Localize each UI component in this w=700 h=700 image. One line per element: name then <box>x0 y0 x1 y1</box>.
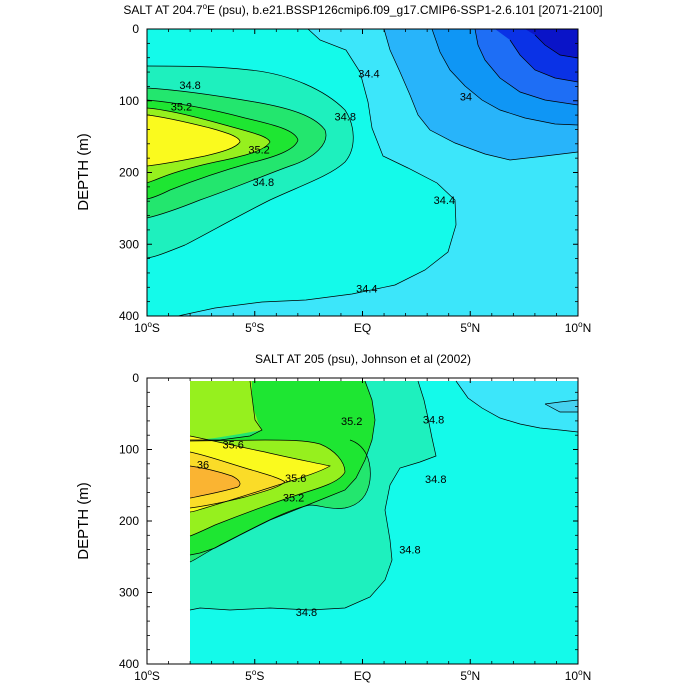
contour-label: 35.2 <box>248 145 269 157</box>
fill-33.4 <box>525 29 578 58</box>
panel-obs-contour-lines <box>189 380 578 611</box>
contour-label: 34.4 <box>356 284 377 296</box>
contour-line <box>189 435 331 513</box>
panel-obs-plot-area: 35.6 36 35.2 34.8 35.6 35.2 34.8 34.8 34.8 <box>147 378 578 664</box>
contour-label: 35.2 <box>341 416 362 428</box>
x-tick-label: 10oS <box>134 320 160 335</box>
contour-line <box>190 380 263 441</box>
y-tick-label: 200 <box>119 514 139 528</box>
contour-line <box>147 114 241 167</box>
y-tick-label: 400 <box>119 657 139 671</box>
panel-obs-ylabel: DEPTH (m) <box>75 482 92 560</box>
contour-label: 34.8 <box>335 112 356 124</box>
x-tick-label: 10oS <box>134 668 160 683</box>
fill-35.6 <box>147 115 240 166</box>
contour-line <box>509 39 578 83</box>
contour-line <box>534 34 578 59</box>
x-tick-label: EQ <box>354 669 371 683</box>
panel-model-ylabel: DEPTH (m) <box>75 133 92 211</box>
contour-label: 34.8 <box>253 177 274 189</box>
contour-label: 34 <box>460 91 472 103</box>
contour-label: 35.2 <box>171 101 192 113</box>
y-tick-label: 200 <box>119 166 139 180</box>
contour-label: 35.2 <box>283 492 304 504</box>
panel-model-title: SALT AT 204.7oE (psu), b.e21.BSSP126cmip… <box>123 2 602 17</box>
y-tick-label: 100 <box>119 94 139 108</box>
contour-line <box>544 403 578 413</box>
contour-label: 35.6 <box>222 439 243 451</box>
contour-line <box>177 29 457 316</box>
y-tick-label: 0 <box>132 22 139 36</box>
contour-line <box>189 380 437 611</box>
x-tick-label: EQ <box>354 321 371 335</box>
fill-36.2 <box>190 466 240 498</box>
contour-line <box>474 29 578 106</box>
x-tick-label: 5oS <box>245 668 264 683</box>
contour-label: 34.8 <box>425 474 446 486</box>
contour-line <box>431 29 578 126</box>
panel-obs-contour-fills <box>190 381 578 610</box>
contour-line <box>189 451 286 509</box>
panel-obs-axes: 10oS 5oS EQ 5oN 10oN 0 100 200 300 400 <box>119 371 591 683</box>
panel-obs: SALT AT 205 (psu), Johnson et al (2002) <box>75 352 591 683</box>
panel-obs-title: SALT AT 205 (psu), Johnson et al (2002) <box>255 352 471 366</box>
contour-line <box>147 99 299 200</box>
panel-model-contour-labels: 34.8 35.2 34.4 34.8 35.2 34.8 34 34.4 34.4 <box>171 68 472 295</box>
contour-label: 34.8 <box>399 545 420 557</box>
y-tick-label: 300 <box>119 586 139 600</box>
panel-model-plot-area: 34.8 35.2 34.4 34.8 35.2 34.8 34 34.4 34.4 <box>147 29 578 316</box>
contour-label: 36 <box>197 460 209 472</box>
x-tick-label: 5oN <box>460 668 480 683</box>
contour-label: 34.8 <box>423 414 444 426</box>
contour-label: 35.6 <box>285 473 306 485</box>
contour-label: 34.4 <box>358 68 379 80</box>
contour-line <box>189 465 241 499</box>
y-tick-label: 400 <box>119 309 139 323</box>
panel-model-contour-lines <box>147 29 578 316</box>
contour-line <box>544 399 578 405</box>
panel-model: SALT AT 204.7oE (psu), b.e21.BSSP126cmip… <box>75 2 603 335</box>
contour-line <box>189 380 376 556</box>
y-tick-label: 300 <box>119 237 139 251</box>
contour-line <box>147 107 271 184</box>
x-tick-label: 5oS <box>245 320 264 335</box>
y-tick-label: 100 <box>119 443 139 457</box>
contour-label: 34.4 <box>434 195 455 207</box>
x-tick-label: 10oN <box>565 668 591 683</box>
panel-obs-contour-labels: 35.6 36 35.2 34.8 35.6 35.2 34.8 34.8 34.8 <box>197 414 447 618</box>
contour-label: 34.8 <box>296 607 317 619</box>
contour-line <box>147 87 327 219</box>
y-tick-label: 0 <box>132 371 139 385</box>
contour-label: 34.8 <box>179 80 200 92</box>
contour-line <box>383 29 578 161</box>
panel-model-axes: 10oS 5oS EQ 5oN 10oN 0 100 200 300 400 <box>119 22 591 335</box>
x-tick-label: 10oN <box>565 320 591 335</box>
fill-34.6 <box>456 381 578 432</box>
contour-line <box>147 65 354 259</box>
contour-line <box>189 439 346 537</box>
contour-line <box>455 380 578 433</box>
x-tick-label: 5oN <box>460 320 480 335</box>
